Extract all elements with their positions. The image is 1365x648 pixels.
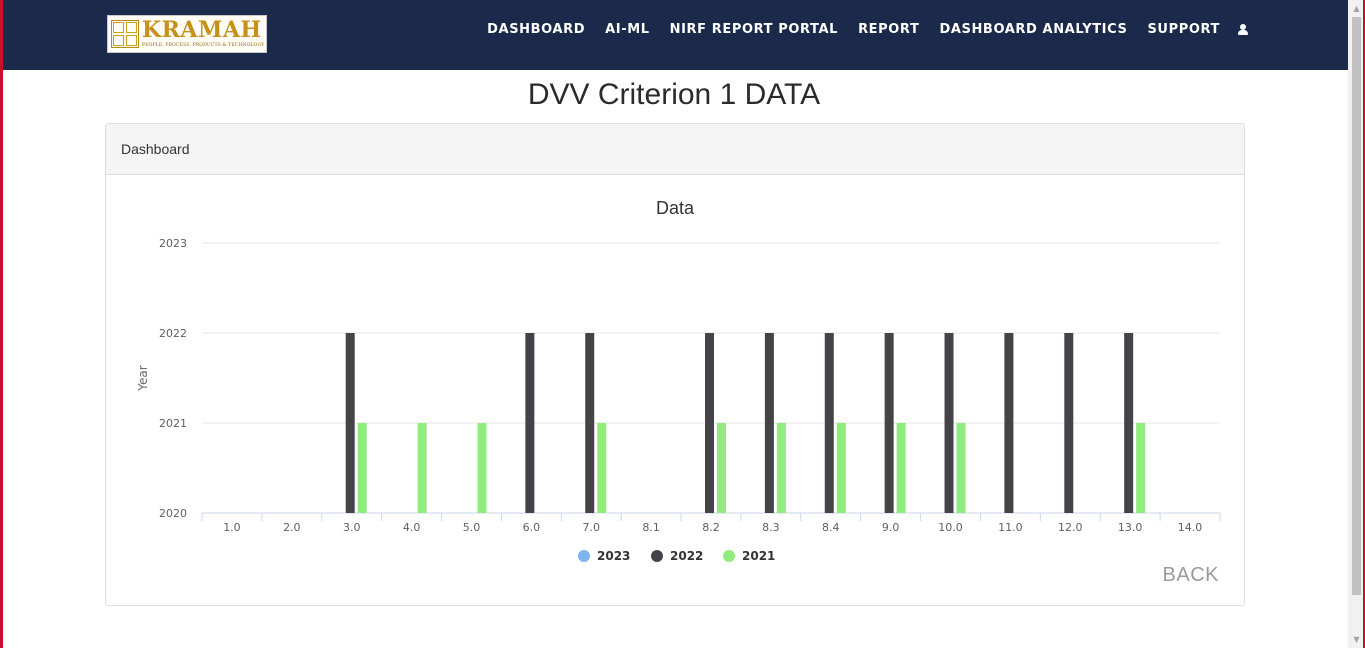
legend-label-2023: 2023 bbox=[597, 549, 630, 563]
bar-2022 bbox=[944, 333, 954, 513]
y-tick-label: 2021 bbox=[159, 417, 187, 430]
user-icon[interactable] bbox=[1238, 23, 1248, 37]
logo-emblem-icon bbox=[111, 20, 139, 48]
window-left-edge bbox=[0, 0, 3, 648]
y-axis-label: Year bbox=[136, 365, 150, 391]
scroll-up-arrow-icon[interactable]: ▲ bbox=[1353, 4, 1360, 13]
brand-tagline: PEOPLE, PROCESS, PRODUCTS & TECHNOLOGY bbox=[142, 43, 265, 48]
x-tick-label: 6.0 bbox=[523, 521, 541, 534]
bar-2021 bbox=[956, 423, 966, 513]
x-tick-label: 10.0 bbox=[938, 521, 963, 534]
x-tick-label: 8.4 bbox=[822, 521, 840, 534]
x-tick-label: 8.2 bbox=[702, 521, 720, 534]
bar-2022 bbox=[1064, 333, 1074, 513]
page-title: DVV Criterion 1 DATA bbox=[527, 78, 821, 111]
legend-label-2022: 2022 bbox=[670, 549, 703, 563]
bar-2022 bbox=[1124, 333, 1134, 513]
x-tick-label: 1.0 bbox=[223, 521, 241, 534]
y-tick-label: 2022 bbox=[159, 327, 187, 340]
brand-name: KRAMAH bbox=[142, 17, 262, 43]
x-tick-label: 4.0 bbox=[403, 521, 421, 534]
bar-2022 bbox=[764, 333, 774, 513]
nav-dashboard-analytics[interactable]: DASHBOARD ANALYTICS bbox=[939, 22, 1128, 37]
window-right-edge bbox=[1363, 0, 1365, 648]
nav-dashboard[interactable]: DASHBOARD bbox=[487, 22, 586, 37]
bar-2021 bbox=[417, 423, 427, 513]
x-tick-label: 13.0 bbox=[1118, 521, 1143, 534]
x-tick-label: 9.0 bbox=[882, 521, 900, 534]
legend-marker-2023 bbox=[578, 550, 590, 562]
scrollbar-thumb[interactable] bbox=[1352, 17, 1361, 595]
bar-2022 bbox=[585, 333, 595, 513]
bar-2022 bbox=[525, 333, 535, 513]
nav-ai-ml[interactable]: AI-ML bbox=[605, 22, 650, 37]
bar-2022 bbox=[705, 333, 714, 513]
bar-2021 bbox=[477, 423, 487, 513]
bar-2021 bbox=[776, 423, 786, 513]
vertical-scrollbar[interactable]: ▲ ▼ bbox=[1348, 0, 1365, 648]
x-tick-label: 11.0 bbox=[998, 521, 1023, 534]
bar-2021 bbox=[597, 423, 607, 513]
nav-report[interactable]: REPORT bbox=[858, 22, 920, 37]
legend-label-2021: 2021 bbox=[742, 549, 775, 563]
bar-2022 bbox=[824, 333, 834, 513]
bar-2021 bbox=[717, 423, 726, 513]
x-tick-label: 2.0 bbox=[283, 521, 301, 534]
chart-title: Data bbox=[656, 198, 695, 218]
x-tick-label: 8.1 bbox=[642, 521, 660, 534]
bar-2021 bbox=[836, 423, 846, 513]
bar-2022 bbox=[345, 333, 355, 513]
nav-support[interactable]: SUPPORT bbox=[1147, 22, 1220, 37]
bar-2021 bbox=[1136, 423, 1146, 513]
bar-chart: Data 2020 2021 2022 2023 Year 1.0 2.0 3.0 4.0 5.0 6… bbox=[136, 198, 1221, 563]
bar-2022 bbox=[1004, 333, 1014, 513]
x-tick-label: 8.3 bbox=[762, 521, 780, 534]
bar-2021 bbox=[896, 423, 906, 513]
legend-marker-2021 bbox=[723, 550, 735, 562]
brand-logo[interactable]: KRAMAH PEOPLE, PROCESS, PRODUCTS & TECHN… bbox=[107, 15, 267, 53]
main-nav: DASHBOARD AI-ML NIRF REPORT PORTAL REPOR… bbox=[467, 22, 1248, 37]
y-tick-label: 2020 bbox=[159, 507, 187, 520]
x-tick-label: 12.0 bbox=[1058, 521, 1083, 534]
scroll-down-arrow-icon[interactable]: ▼ bbox=[1353, 635, 1360, 644]
top-navbar: KRAMAH PEOPLE, PROCESS, PRODUCTS & TECHN… bbox=[3, 0, 1348, 70]
x-tick-label: 14.0 bbox=[1178, 521, 1203, 534]
panel-heading: Dashboard bbox=[106, 124, 1244, 175]
bar-2022 bbox=[884, 333, 894, 513]
dashboard-panel: Dashboard Data 2020 2021 2022 2023 Year 1.0 2.0… bbox=[105, 123, 1245, 606]
x-tick-label: 5.0 bbox=[463, 521, 481, 534]
x-tick-label: 3.0 bbox=[343, 521, 361, 534]
y-tick-label: 2023 bbox=[159, 237, 187, 250]
back-button[interactable]: BACK bbox=[1162, 564, 1219, 586]
nav-nirf-report-portal[interactable]: NIRF REPORT PORTAL bbox=[669, 22, 839, 37]
legend-marker-2022 bbox=[651, 550, 663, 562]
x-tick-label: 7.0 bbox=[582, 521, 600, 534]
bar-2021 bbox=[357, 423, 367, 513]
